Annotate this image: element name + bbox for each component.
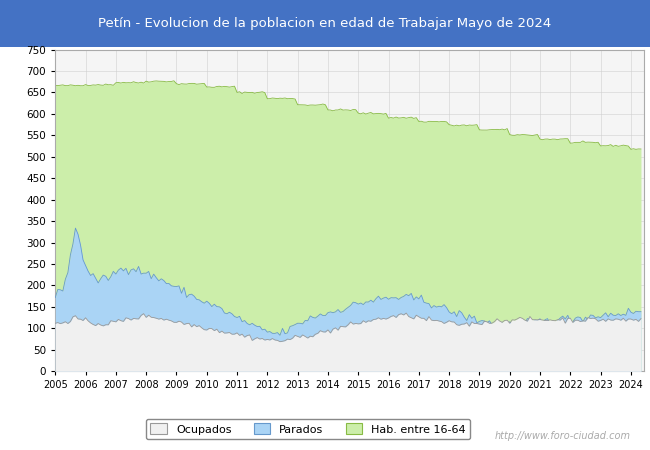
Text: http://www.foro-ciudad.com: http://www.foro-ciudad.com <box>495 431 630 441</box>
Text: Petín - Evolucion de la poblacion en edad de Trabajar Mayo de 2024: Petín - Evolucion de la poblacion en eda… <box>98 17 552 30</box>
Legend: Ocupados, Parados, Hab. entre 16-64: Ocupados, Parados, Hab. entre 16-64 <box>146 418 471 439</box>
